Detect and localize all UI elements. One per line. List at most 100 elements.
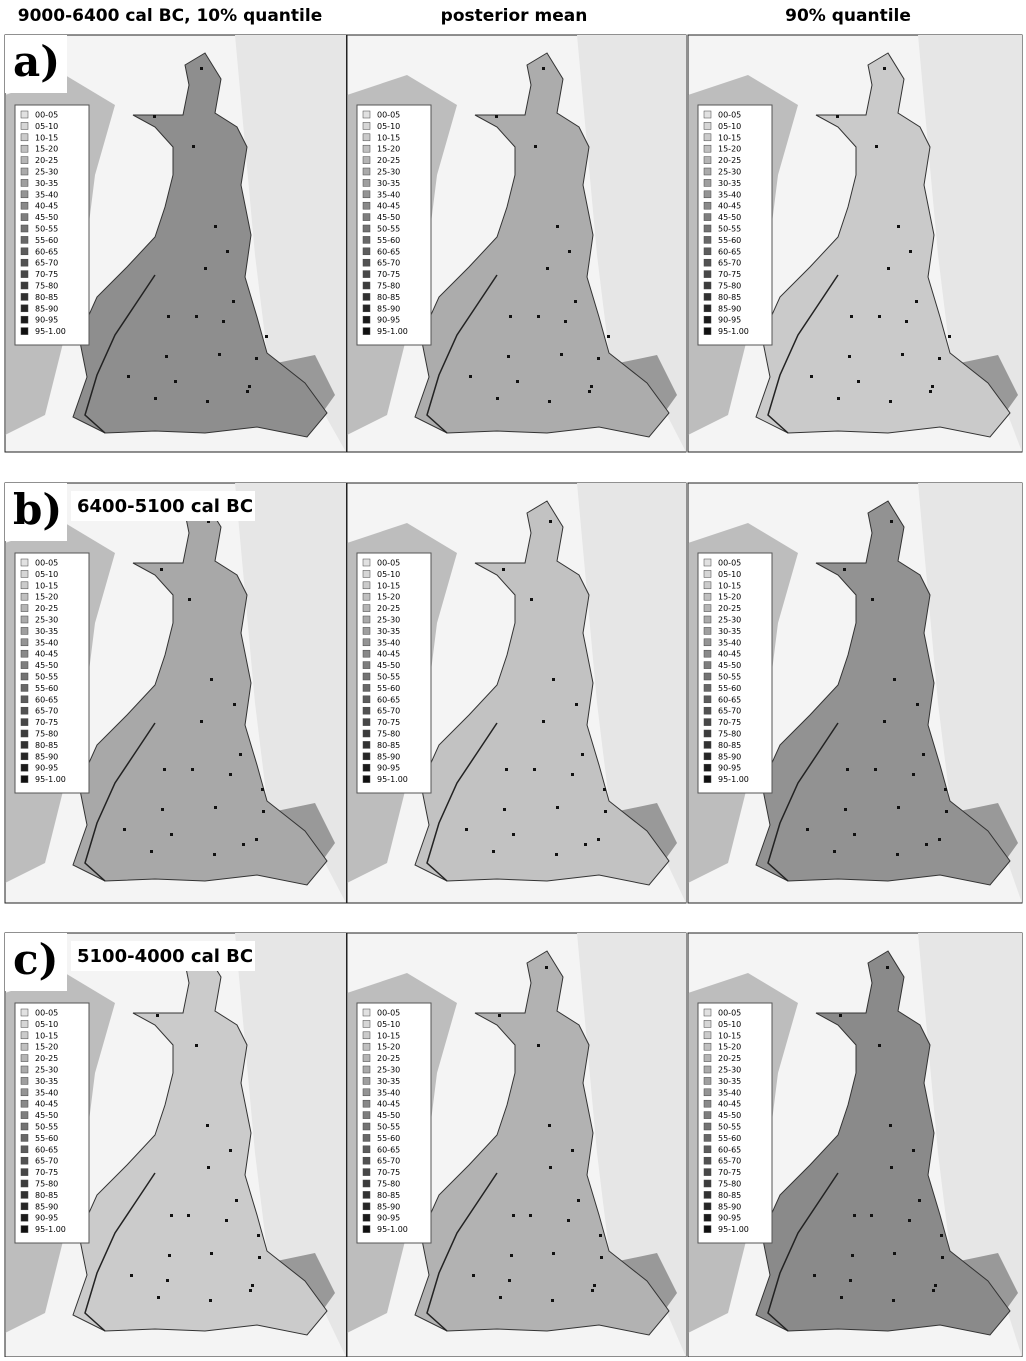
legend-swatch (363, 179, 370, 186)
site-dot (505, 768, 508, 771)
site-dot (545, 966, 548, 969)
site-dot (251, 1284, 254, 1287)
legend-label: 75-80 (718, 1180, 741, 1189)
legend-swatch (363, 662, 370, 669)
legend-label: 45-50 (718, 213, 741, 222)
legend-label: 10-15 (35, 581, 58, 590)
legend-swatch (363, 259, 370, 266)
site-dot (542, 67, 545, 70)
site-dot (210, 1252, 213, 1255)
legend-swatch (704, 1043, 711, 1050)
legend-swatch (363, 719, 370, 726)
map-panel: 00-0505-1010-1515-2020-2525-3030-3535-40… (347, 483, 686, 903)
legend-swatch (704, 168, 711, 175)
site-dot (255, 838, 258, 841)
site-dot (200, 720, 203, 723)
legend-swatch (704, 1100, 711, 1107)
site-dot (934, 1284, 937, 1287)
legend-label: 20-25 (377, 1054, 400, 1063)
legend-swatch (21, 259, 28, 266)
site-dot (853, 1214, 856, 1217)
legend-label: 95-1.00 (377, 775, 408, 784)
legend-label: 85-90 (35, 304, 58, 313)
legend-swatch (21, 1032, 28, 1039)
legend-swatch (363, 753, 370, 760)
site-dot (871, 598, 874, 601)
legend-swatch (704, 122, 711, 129)
site-dot (875, 145, 878, 148)
legend-swatch (21, 570, 28, 577)
legend-label: 80-85 (35, 1191, 58, 1200)
legend-swatch (21, 316, 28, 323)
legend-swatch (363, 271, 370, 278)
site-dot (853, 833, 856, 836)
legend-swatch (363, 328, 370, 335)
site-dot (465, 828, 468, 831)
legend-swatch (363, 214, 370, 221)
legend-swatch (363, 605, 370, 612)
legend-swatch (363, 684, 370, 691)
site-dot (229, 1149, 232, 1152)
legend-label: 90-95 (718, 316, 741, 325)
legend-swatch (21, 191, 28, 198)
legend-label: 85-90 (377, 752, 400, 761)
legend-swatch (21, 1169, 28, 1176)
legend-swatch (363, 1123, 370, 1130)
legend-swatch (704, 293, 711, 300)
site-dot (932, 1289, 935, 1292)
legend-label: 55-60 (35, 684, 58, 693)
site-dot (905, 320, 908, 323)
legend-label: 15-20 (35, 145, 58, 154)
site-dot (200, 67, 203, 70)
legend-swatch (704, 1203, 711, 1210)
site-dot (938, 838, 941, 841)
legend-swatch (704, 1055, 711, 1062)
site-dot (174, 380, 177, 383)
site-dot (512, 833, 515, 836)
site-dot (851, 1254, 854, 1257)
legend-swatch (363, 696, 370, 703)
site-dot (896, 853, 899, 856)
legend-swatch (363, 1191, 370, 1198)
legend-label: 65-70 (377, 707, 400, 716)
site-dot (574, 300, 577, 303)
site-dot (940, 1234, 943, 1237)
legend-swatch (21, 1203, 28, 1210)
site-dot (564, 320, 567, 323)
legend-label: 45-50 (35, 213, 58, 222)
legend-swatch (21, 1214, 28, 1221)
legend-label: 80-85 (377, 741, 400, 750)
site-dot (542, 720, 545, 723)
legend-swatch (363, 1214, 370, 1221)
legend-label: 60-65 (718, 1145, 741, 1154)
site-dot (507, 355, 510, 358)
period-label: 5100-4000 cal BC (77, 946, 253, 967)
legend-label: 75-80 (35, 1180, 58, 1189)
legend-label: 65-70 (377, 1157, 400, 1166)
legend-label: 85-90 (377, 304, 400, 313)
site-dot (512, 1214, 515, 1217)
legend-swatch (363, 1055, 370, 1062)
column-header: 90% quantile (785, 6, 911, 26)
legend-label: 75-80 (377, 730, 400, 739)
site-dot (848, 355, 851, 358)
site-dot (249, 1289, 252, 1292)
legend-label: 05-10 (377, 570, 400, 579)
legend-label: 85-90 (377, 1202, 400, 1211)
legend-label: 75-80 (718, 282, 741, 291)
site-dot (593, 1284, 596, 1287)
legend-label: 35-40 (35, 638, 58, 647)
legend-label: 70-75 (718, 1168, 741, 1177)
legend-label: 10-15 (377, 581, 400, 590)
legend-label: 15-20 (718, 593, 741, 602)
site-dot (229, 773, 232, 776)
site-dot (499, 1296, 502, 1299)
legend-swatch (704, 1134, 711, 1141)
legend-label: 20-25 (377, 156, 400, 165)
site-dot (560, 353, 563, 356)
site-dot (218, 353, 221, 356)
legend-label: 95-1.00 (718, 1225, 749, 1234)
legend-label: 50-55 (718, 225, 741, 234)
site-dot (492, 850, 495, 853)
legend-label: 30-35 (377, 627, 400, 636)
